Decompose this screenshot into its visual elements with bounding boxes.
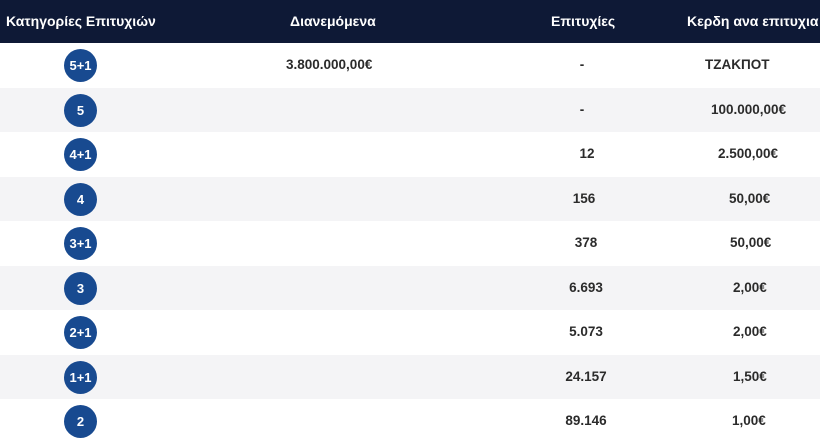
winners-cell: 12 [579, 146, 595, 161]
header-category: Κατηγορίες Επιτυχιών [6, 13, 156, 29]
distributed-cell: 3.800.000,00€ [286, 57, 373, 72]
table-row: 2+1 5.073 2,00€ [0, 310, 820, 355]
category-badge: 5 [64, 93, 97, 127]
prize-cell: 2.500,00€ [718, 146, 779, 161]
category-badge: 4+1 [64, 138, 97, 171]
table-row: 5 - 100.000,00€ [0, 87, 820, 132]
category-badge: 3 [64, 271, 97, 305]
prize-cell: 50,00€ [730, 235, 772, 250]
header-prize: Κερδη ανα επιτυχια [687, 13, 819, 29]
table-row: 4+1 12 2.500,00€ [0, 132, 820, 177]
prize-cell: 1,00€ [732, 413, 766, 428]
prize-cell: 50,00€ [729, 190, 771, 206]
table-row: 5+1 3.800.000,00€ - ΤΖΑΚΠΟΤ [0, 43, 820, 88]
prize-cell: 100.000,00€ [711, 101, 787, 117]
winners-cell: - [579, 57, 585, 72]
category-badge: 2+1 [64, 316, 97, 349]
category-badge: 1+1 [64, 360, 97, 394]
table-row: 2 89.146 1,00€ [0, 399, 820, 443]
table-row: 1+1 24.157 1,50€ [0, 354, 820, 399]
category-badge: 5+1 [64, 49, 97, 82]
table-row: 3+1 378 50,00€ [0, 221, 820, 266]
header-distributed: Διανεμόμενα [290, 13, 376, 29]
category-badge: 2 [64, 405, 97, 438]
prize-cell: 2,00€ [733, 279, 767, 295]
winners-cell: 89.146 [565, 413, 607, 428]
winners-cell: 378 [574, 235, 598, 250]
winners-cell: 156 [572, 190, 596, 206]
prize-cell: ΤΖΑΚΠΟΤ [705, 57, 770, 72]
table-header: Κατηγορίες Επιτυχιών Διανεμόμενα Επιτυχί… [0, 0, 820, 43]
prize-cell: 1,50€ [733, 368, 767, 384]
winners-cell: 24.157 [565, 368, 607, 384]
prize-cell: 2,00€ [733, 324, 767, 339]
table-row: 3 6.693 2,00€ [0, 265, 820, 310]
winners-cell: - [579, 101, 585, 117]
category-badge: 4 [64, 182, 97, 216]
winners-cell: 5.073 [569, 324, 603, 339]
winners-cell: 6.693 [569, 279, 603, 295]
table-row: 4 156 50,00€ [0, 176, 820, 221]
header-winners: Επιτυχίες [551, 13, 616, 29]
category-badge: 3+1 [64, 227, 97, 260]
